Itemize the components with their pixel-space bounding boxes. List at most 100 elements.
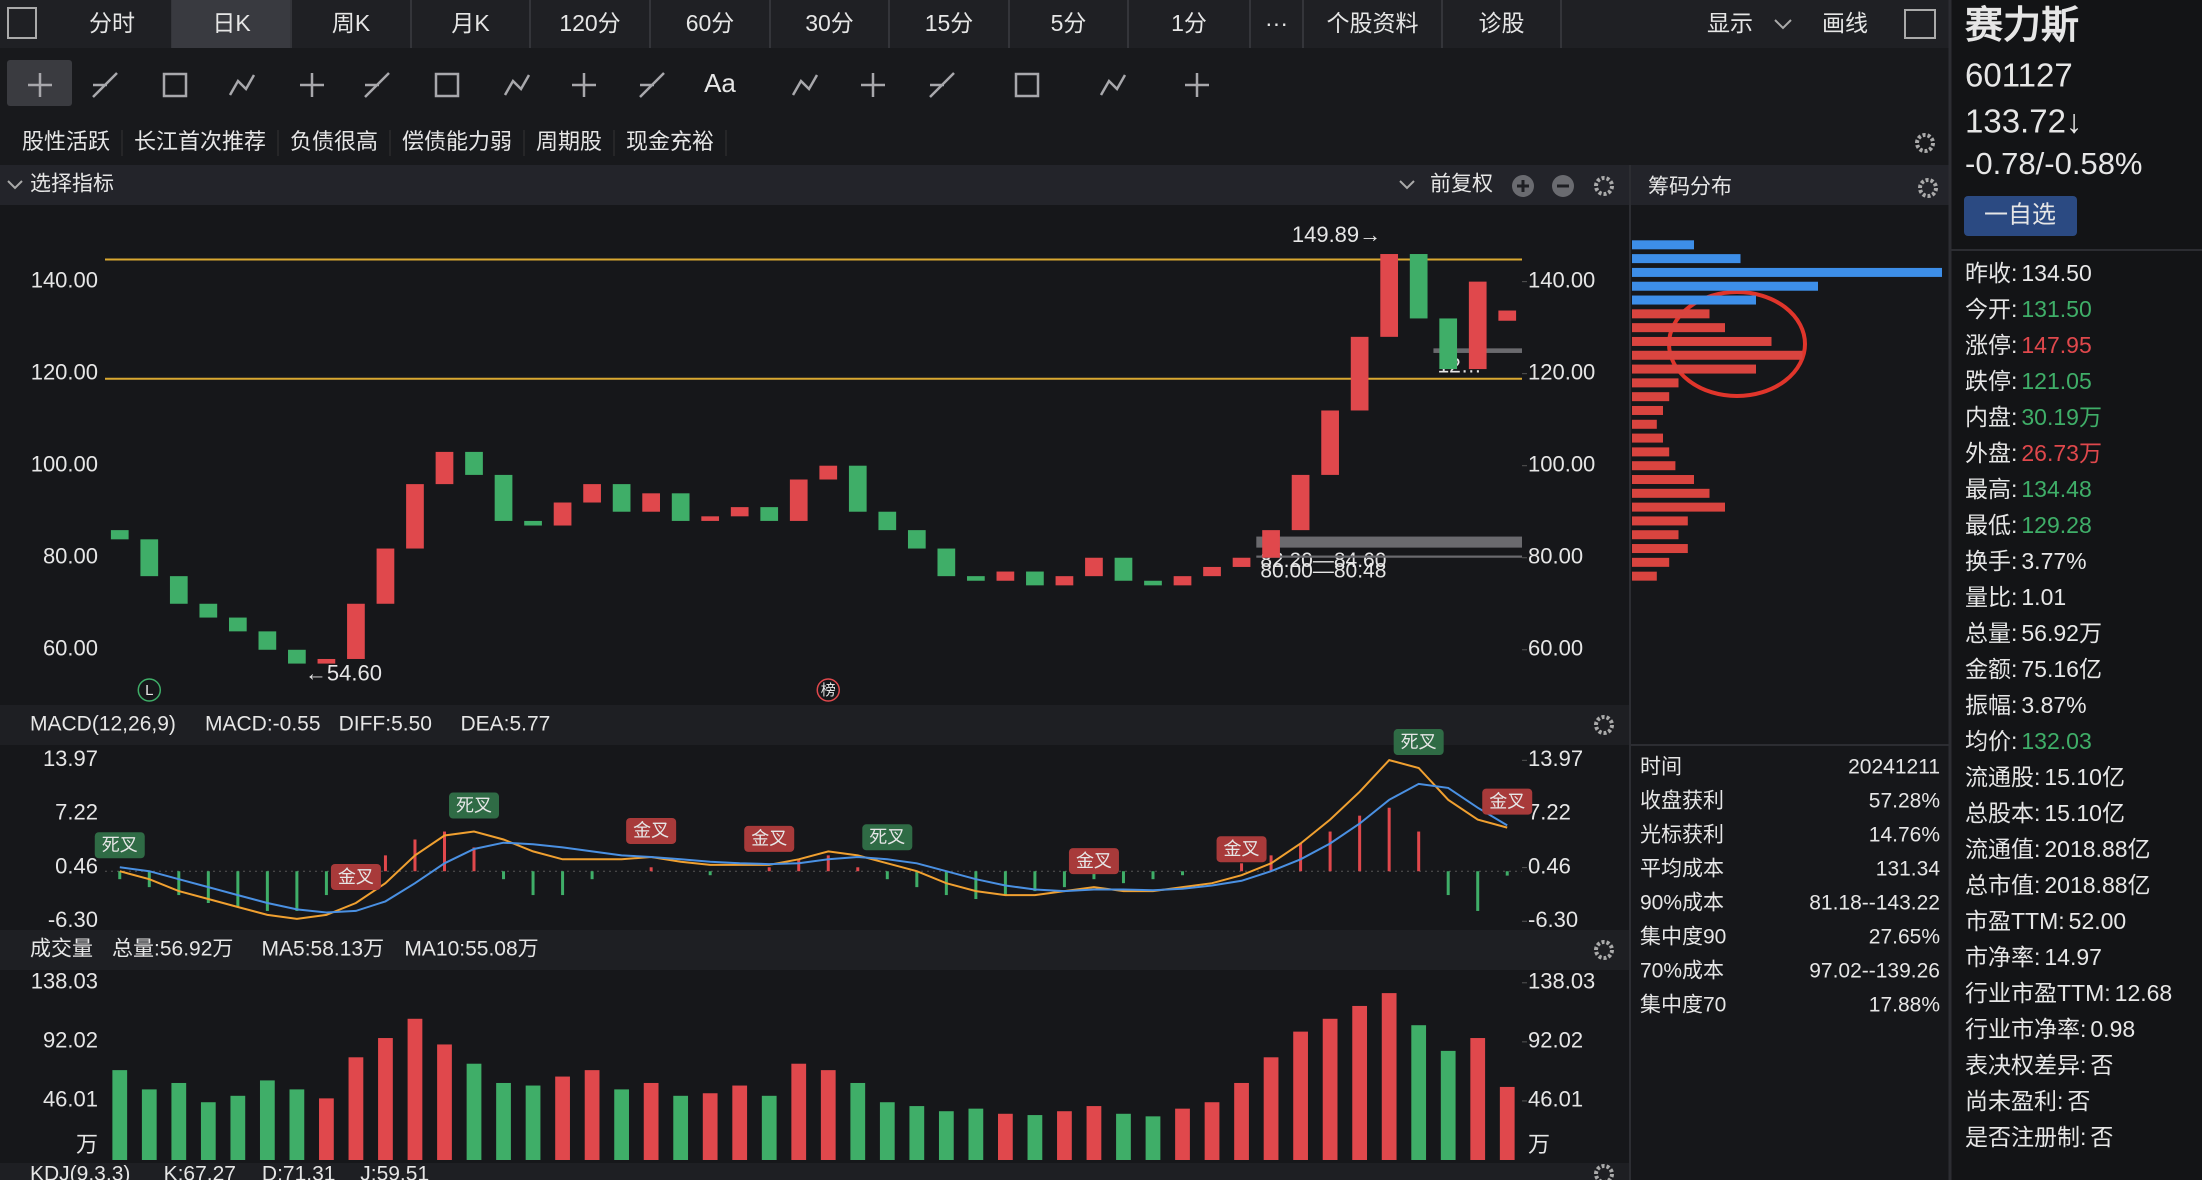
tab[interactable]: 5分: [1051, 10, 1087, 36]
candle: [140, 539, 159, 577]
volume-bar: [879, 1102, 895, 1160]
tool-text[interactable]: Aa: [704, 68, 736, 98]
settings-icon[interactable]: [1918, 178, 1938, 198]
settings-icon[interactable]: [1594, 940, 1614, 960]
quote-value: 0.98: [2090, 1016, 2135, 1042]
macd-title: MACD(12,26,9): [30, 713, 176, 736]
tool-icon[interactable]: [364, 72, 390, 98]
zone-label: 82.20—84.60: [1260, 549, 1386, 572]
chevron: [1399, 180, 1415, 190]
volume-bar: [1411, 1025, 1427, 1160]
y-tick-label: 138.03: [31, 969, 98, 994]
tool-icon[interactable]: [1014, 72, 1040, 98]
chip-bar: [1632, 336, 1772, 346]
cross-label: 金叉: [1224, 839, 1260, 859]
tag[interactable]: 长江首次推荐: [134, 129, 266, 154]
tool-icon[interactable]: [572, 73, 596, 97]
layout-icon[interactable]: [1904, 9, 1936, 39]
tool-icon[interactable]: [791, 74, 819, 96]
tool-icon[interactable]: [28, 73, 52, 97]
tab[interactable]: 周K: [332, 10, 371, 36]
chip-bar: [1632, 281, 1818, 291]
tool-icon[interactable]: [300, 73, 324, 97]
quote-row: 市盈TTM: 52.00: [1965, 908, 2126, 934]
tab[interactable]: 15分: [925, 10, 974, 36]
settings-icon[interactable]: [1594, 1164, 1614, 1180]
tab[interactable]: 日K: [212, 10, 251, 36]
tab[interactable]: 分时: [89, 10, 135, 36]
tab[interactable]: 60分: [686, 10, 735, 36]
quote-value: 15.10亿: [2044, 800, 2125, 826]
volume-bar: [348, 1057, 364, 1160]
tool-icon[interactable]: [92, 72, 118, 98]
tool-icon[interactable]: [228, 74, 256, 96]
tool-icon[interactable]: [1099, 74, 1127, 96]
chip-bar: [1632, 267, 1942, 277]
menu-icon[interactable]: [7, 7, 37, 39]
chip-bar: [1632, 502, 1725, 512]
volume-bar: [1381, 993, 1397, 1160]
tool-icon[interactable]: [503, 74, 531, 96]
tab[interactable]: 诊股: [1479, 10, 1525, 36]
tag[interactable]: 负债很高: [290, 129, 378, 154]
candle: [1409, 254, 1428, 319]
tag[interactable]: 现金充裕: [626, 129, 714, 154]
chip-stat-label: 90%成本: [1640, 892, 1724, 915]
quote-label: 行业市净率:: [1965, 1016, 2086, 1042]
settings-icon[interactable]: [1594, 715, 1614, 735]
chip-bar: [1632, 447, 1670, 457]
tab[interactable]: 120分: [559, 10, 620, 36]
tag[interactable]: 偿债能力弱: [402, 129, 512, 154]
quote-value: 否: [2067, 1088, 2090, 1114]
tab[interactable]: 30分: [805, 10, 854, 36]
tag[interactable]: 周期股: [536, 129, 602, 154]
cross-label: 金叉: [1076, 851, 1112, 871]
view-menu[interactable]: 显示: [1707, 10, 1753, 36]
quote-label: 换手:: [1965, 548, 2017, 574]
tool-icon[interactable]: [162, 72, 188, 98]
volume-bar: [909, 1106, 925, 1160]
candle: [789, 479, 808, 521]
tab[interactable]: 1分: [1171, 10, 1207, 36]
quote-row: 总市值: 2018.88亿: [1965, 872, 2151, 898]
adjust-mode[interactable]: 前复权: [1430, 173, 1493, 196]
chip-bar: [1632, 433, 1663, 443]
tab[interactable]: 月K: [451, 10, 490, 36]
legend-entry: D:71.31: [262, 1163, 336, 1180]
quote-value: 12.68: [2115, 980, 2173, 1006]
candle: [1055, 576, 1074, 586]
candle: [1085, 557, 1103, 577]
y-tick-label: 92.02: [43, 1028, 98, 1053]
tab-selected: [172, 0, 291, 48]
tag-bar: [0, 120, 1950, 165]
chevron: [1774, 19, 1792, 30]
tool-icon[interactable]: [639, 72, 665, 98]
chip-stat-value: 81.18--143.22: [1809, 892, 1940, 915]
candle: [1350, 336, 1369, 411]
tag[interactable]: 股性活跃: [22, 129, 110, 154]
cross-badge: [1068, 848, 1119, 875]
price-zone: [1256, 555, 1522, 558]
volume-bar: [998, 1113, 1013, 1160]
tab[interactable]: ···: [1265, 10, 1288, 36]
candle: [937, 548, 956, 577]
chip-stat-label: 70%成本: [1640, 960, 1724, 983]
tool-icon[interactable]: [434, 72, 460, 98]
tool-icon[interactable]: [1185, 73, 1209, 97]
settings-icon[interactable]: [1594, 176, 1614, 196]
panel-header: [0, 165, 1950, 205]
volume-bar: [968, 1108, 984, 1160]
settings-icon[interactable]: [1915, 133, 1935, 153]
view-menu[interactable]: 画线: [1822, 10, 1868, 36]
tab[interactable]: 个股资料: [1327, 10, 1419, 36]
watch-button[interactable]: [1964, 196, 2077, 236]
tool-icon[interactable]: [861, 73, 885, 97]
tool-icon[interactable]: [929, 72, 955, 98]
panel-title[interactable]: 选择指标: [30, 173, 114, 196]
quote-value: 75.16亿: [2021, 656, 2102, 682]
chip-bar: [1632, 350, 1803, 360]
watch-button-label[interactable]: 一自选: [1984, 201, 2056, 228]
quote-label: 尚未盈利:: [1965, 1088, 2063, 1114]
chip-bar: [1632, 295, 1756, 305]
